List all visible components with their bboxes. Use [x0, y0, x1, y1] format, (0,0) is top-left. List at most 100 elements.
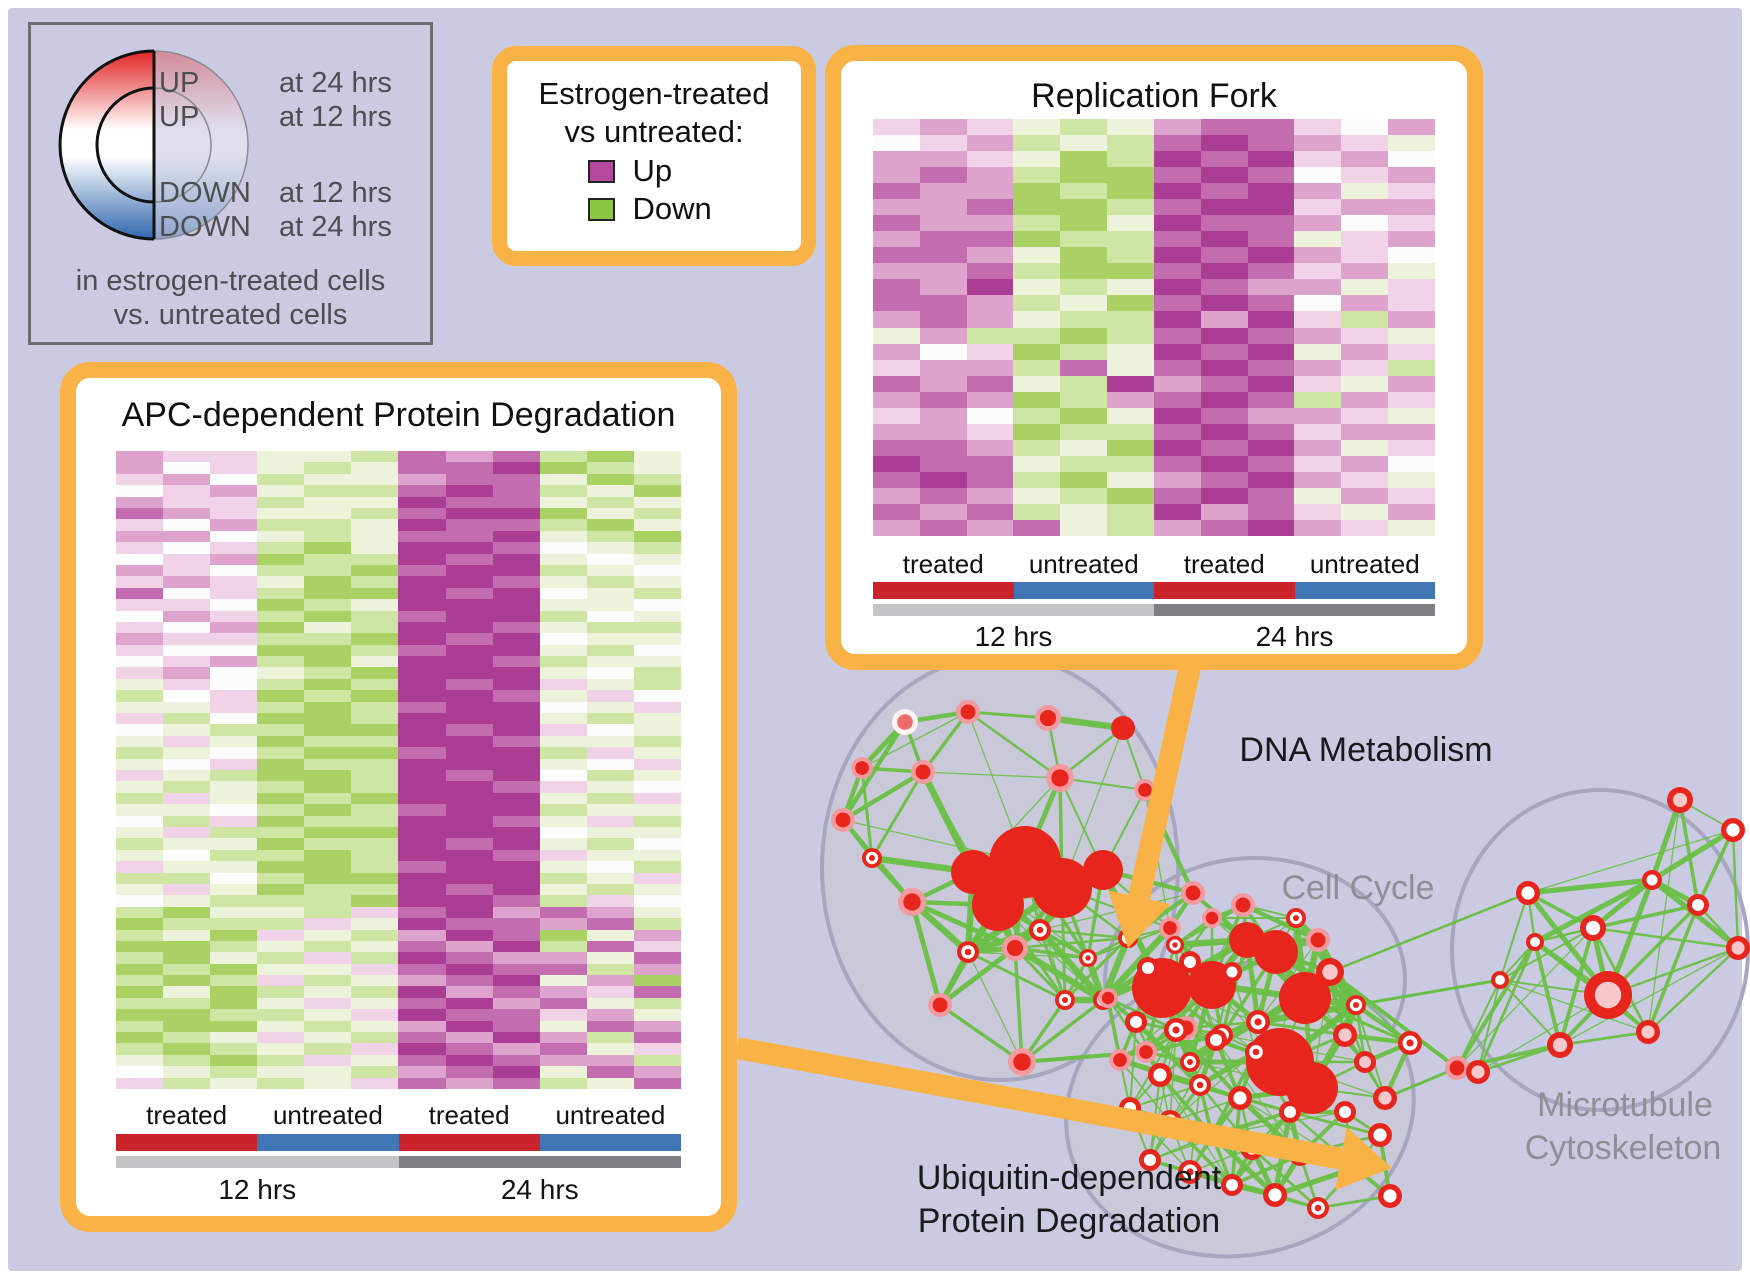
heatmap-cell	[257, 1009, 305, 1021]
heatmap-cell	[1294, 135, 1342, 152]
heatmap-cell	[1013, 391, 1061, 408]
ring-row-dir-2: DOWN	[159, 177, 251, 209]
heatmap-cell	[492, 1020, 540, 1033]
heatmap-cell	[351, 906, 399, 919]
heatmap-cell	[633, 462, 681, 474]
heatmap-cell	[210, 849, 258, 862]
network-node	[932, 997, 948, 1013]
heatmap-cell	[445, 918, 493, 930]
heatmap-cell	[210, 519, 258, 531]
heatmap-cell	[304, 826, 352, 839]
heatmap-cell	[445, 667, 493, 679]
heatmap-cell	[398, 735, 446, 748]
heatmap-cell	[1294, 439, 1342, 456]
heatmap-cell	[304, 1054, 352, 1067]
heatmap-cell	[586, 906, 634, 919]
heatmap-cell	[586, 735, 634, 748]
heatmap-cell	[1013, 295, 1061, 312]
heatmap-cell	[398, 952, 446, 964]
network-node	[1252, 1048, 1260, 1056]
ring-row-dir-0: UP	[159, 67, 200, 99]
heatmap-cell	[1153, 471, 1201, 488]
network-node	[1731, 941, 1745, 955]
heatmap-cell	[539, 986, 587, 998]
network-node	[960, 704, 976, 720]
heatmap-cell	[539, 633, 587, 645]
heatmap-cell	[1013, 167, 1061, 184]
heatmap-cell	[586, 883, 634, 896]
heatmap-cell	[304, 792, 352, 805]
heatmap-cell	[1341, 423, 1389, 440]
heatmap-cell	[1200, 407, 1248, 424]
network-node	[1641, 1025, 1655, 1039]
network-edge-thin	[967, 951, 1023, 1063]
network-edge	[1038, 929, 1067, 1001]
heatmap-cell	[351, 451, 399, 463]
heatmap-cell	[492, 849, 540, 862]
heatmap-cell	[586, 929, 634, 941]
heatmap-cell	[966, 327, 1014, 344]
heatmap-cell	[116, 929, 164, 941]
heatmap-cell	[210, 656, 258, 668]
heatmap-cell	[163, 747, 211, 759]
ring-legend-caption-2: vs. untreated cells	[113, 299, 348, 331]
heatmap-cell	[1388, 231, 1435, 248]
heatmap-cell	[163, 815, 211, 827]
heatmap-cell	[257, 906, 305, 919]
heatmap-cell	[1107, 359, 1154, 376]
heatmap-cell	[633, 576, 681, 588]
heatmap-cell	[1388, 487, 1435, 504]
heatmap-cell	[1200, 359, 1248, 376]
network-edge	[841, 720, 907, 822]
heatmap-cell	[304, 1077, 352, 1089]
heatmap-cell	[873, 519, 920, 536]
heatmap-cell	[1388, 359, 1435, 376]
heatmap-cell	[633, 530, 681, 543]
heatmap-cell	[351, 496, 399, 508]
heatmap-cell	[445, 610, 493, 622]
heatmap-cell	[398, 690, 446, 702]
heatmap-cell	[163, 895, 211, 907]
heatmap-cell	[257, 599, 305, 611]
heatmap-cell	[116, 530, 164, 543]
heatmap-cell	[1388, 471, 1435, 488]
heatmap-cell	[633, 678, 681, 691]
heatmap-cell	[116, 815, 164, 827]
heatmap-cell	[1341, 183, 1389, 200]
heatmap-cell	[445, 940, 493, 953]
heatmap-cell	[1013, 311, 1061, 328]
heatmap-cell	[539, 485, 587, 497]
heatmap-cell	[304, 678, 352, 691]
heatmap-cell	[633, 861, 681, 873]
heatmap-cell	[163, 507, 211, 520]
heatmap-cell	[445, 485, 493, 497]
heatmap-cell	[398, 599, 446, 611]
heatmap-cell	[257, 1066, 305, 1078]
network-edge	[939, 1003, 1023, 1064]
heatmap-cell	[116, 1020, 164, 1033]
heatmap-cell	[539, 678, 587, 691]
heatmap-cell	[163, 804, 211, 816]
heatmap-cell	[445, 986, 493, 998]
heatmap-cell	[586, 918, 634, 930]
heatmap-cell	[1107, 119, 1154, 136]
heatmap-cell	[539, 530, 587, 543]
heatmap-cell	[966, 247, 1014, 264]
heatmap-cell	[539, 519, 587, 531]
heatmap-cell	[1013, 151, 1061, 168]
heatmap-cell	[351, 758, 399, 770]
heatmap-cell	[445, 883, 493, 896]
heatmap-cell	[116, 1077, 164, 1089]
heatmap-cell	[304, 1020, 352, 1033]
heatmap-cell	[1013, 327, 1061, 344]
heatmap-cell	[210, 485, 258, 497]
heatmap-cell	[351, 462, 399, 474]
heatmap-cell	[1200, 375, 1248, 392]
heatmap-cell	[1013, 119, 1061, 136]
cluster-label-ubiquitin-line1: Ubiquitin-dependent	[916, 1159, 1222, 1197]
heatmap-cell	[116, 451, 164, 463]
heatmap-cell	[398, 656, 446, 668]
heatmap-cell	[351, 587, 399, 600]
heatmap-cell	[1247, 471, 1295, 488]
heatmap-cell	[163, 792, 211, 805]
